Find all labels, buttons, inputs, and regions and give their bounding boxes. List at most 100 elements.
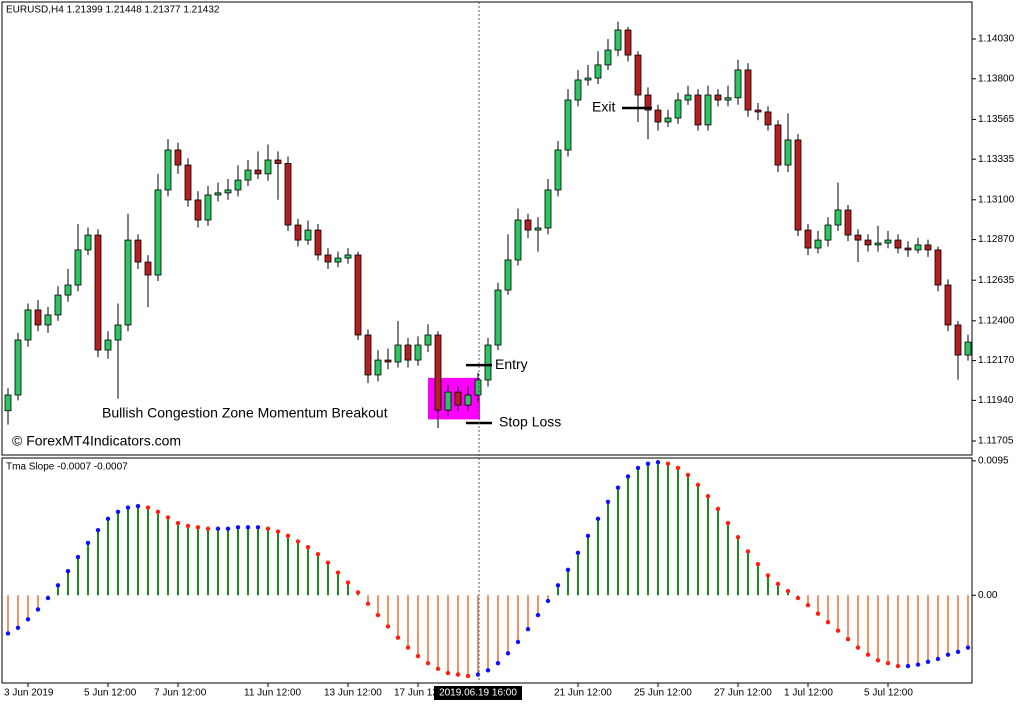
slope-dot	[5, 631, 11, 636]
slope-dot	[525, 627, 531, 632]
stop-loss-label: Stop Loss	[499, 414, 561, 430]
slope-dot	[465, 673, 471, 679]
slope-dot	[635, 465, 641, 471]
slope-dot	[915, 662, 921, 667]
candle-body	[124, 239, 132, 326]
slope-dot	[95, 527, 101, 533]
hist-bar	[587, 535, 589, 596]
candle-body	[174, 149, 182, 166]
candle-body	[934, 249, 942, 286]
hist-bar	[467, 595, 469, 676]
candle-body	[274, 159, 282, 164]
candle-body	[964, 341, 972, 356]
candle-body	[714, 94, 722, 101]
slope-dot	[615, 485, 621, 490]
hist-bar	[37, 595, 39, 610]
y-tick-label: 1.12400	[978, 315, 1015, 326]
hist-bar	[267, 528, 269, 596]
hist-bar	[347, 582, 349, 596]
slope-dot	[265, 526, 271, 531]
slope-dot	[935, 656, 941, 662]
slope-dot	[515, 639, 521, 645]
slope-dot	[495, 660, 501, 666]
y-tick-label: 1.13335	[978, 154, 1015, 165]
hist-bar	[77, 557, 79, 596]
slope-dot	[325, 560, 331, 565]
hist-bar	[887, 595, 889, 664]
candle-body	[784, 139, 792, 166]
hist-bar	[107, 518, 109, 596]
candle-body	[24, 309, 32, 341]
candle-body	[744, 69, 752, 111]
slope-dot	[175, 520, 181, 526]
x-tick-label: 13 Jun 12:00	[324, 688, 382, 699]
candle-body	[764, 111, 772, 126]
candle-body	[4, 394, 12, 412]
candle-body	[264, 159, 272, 175]
hist-bar	[307, 547, 309, 596]
candle-body	[484, 344, 492, 381]
slope-dot	[845, 636, 851, 642]
candle-body	[14, 339, 22, 396]
slope-dot	[25, 617, 31, 622]
slope-dot	[605, 499, 611, 505]
slope-dot	[625, 474, 631, 479]
candle-body	[284, 163, 292, 226]
candle-body	[254, 169, 262, 175]
slope-dot	[675, 465, 681, 471]
hist-bar	[407, 595, 409, 648]
y-tick-label: 1.12635	[978, 275, 1015, 286]
slope-dot	[385, 624, 391, 629]
candle-body	[224, 189, 232, 194]
y-tick-label: 1.14030	[978, 34, 1015, 45]
slope-dot	[785, 588, 791, 594]
x-tick-label: 17 Jun 12:00	[394, 688, 452, 699]
candle-body	[924, 244, 932, 251]
candle-body	[794, 139, 802, 231]
slope-dot	[835, 628, 841, 633]
slope-dot	[695, 482, 701, 488]
slope-dot	[905, 663, 911, 669]
slope-dot	[865, 652, 871, 657]
slope-dot	[115, 509, 121, 514]
candle-body	[34, 309, 42, 326]
candle-body	[894, 239, 902, 249]
hist-bar	[807, 595, 809, 606]
candle-body	[774, 124, 782, 166]
x-tick-label: 3 Jun 2019	[4, 688, 54, 699]
slope-dot	[895, 663, 901, 669]
hist-bar	[667, 463, 669, 596]
slope-dot	[535, 612, 541, 618]
candle-body	[244, 169, 252, 181]
hist-bar	[697, 484, 699, 596]
crosshair-label-bg	[434, 686, 522, 700]
candle-body	[914, 244, 922, 251]
hist-bar	[67, 571, 69, 596]
hist-bar	[147, 507, 149, 596]
hist-bar	[687, 474, 689, 596]
hist-bar	[327, 562, 329, 596]
slope-dot	[875, 658, 881, 663]
slope-dot	[585, 533, 591, 539]
slope-dot	[505, 651, 511, 656]
hist-bar	[737, 537, 739, 596]
entry-label: Entry	[495, 356, 528, 372]
hist-bar	[757, 564, 759, 596]
slope-dot	[775, 581, 781, 587]
slope-dot	[295, 539, 301, 544]
slope-dot	[855, 645, 861, 650]
candle-body	[684, 94, 692, 101]
hist-bar	[87, 542, 89, 596]
hist-bar	[257, 527, 259, 596]
hist-bar	[227, 528, 229, 596]
y-tick-label: 1.11705	[978, 436, 1014, 447]
slope-dot	[335, 570, 341, 575]
candle-body	[524, 219, 532, 231]
candle-body	[154, 189, 162, 276]
hist-bar	[917, 595, 919, 665]
hist-bar	[817, 595, 819, 614]
hist-bar	[397, 595, 399, 638]
slope-dot	[255, 525, 261, 530]
candle-body	[424, 334, 432, 346]
